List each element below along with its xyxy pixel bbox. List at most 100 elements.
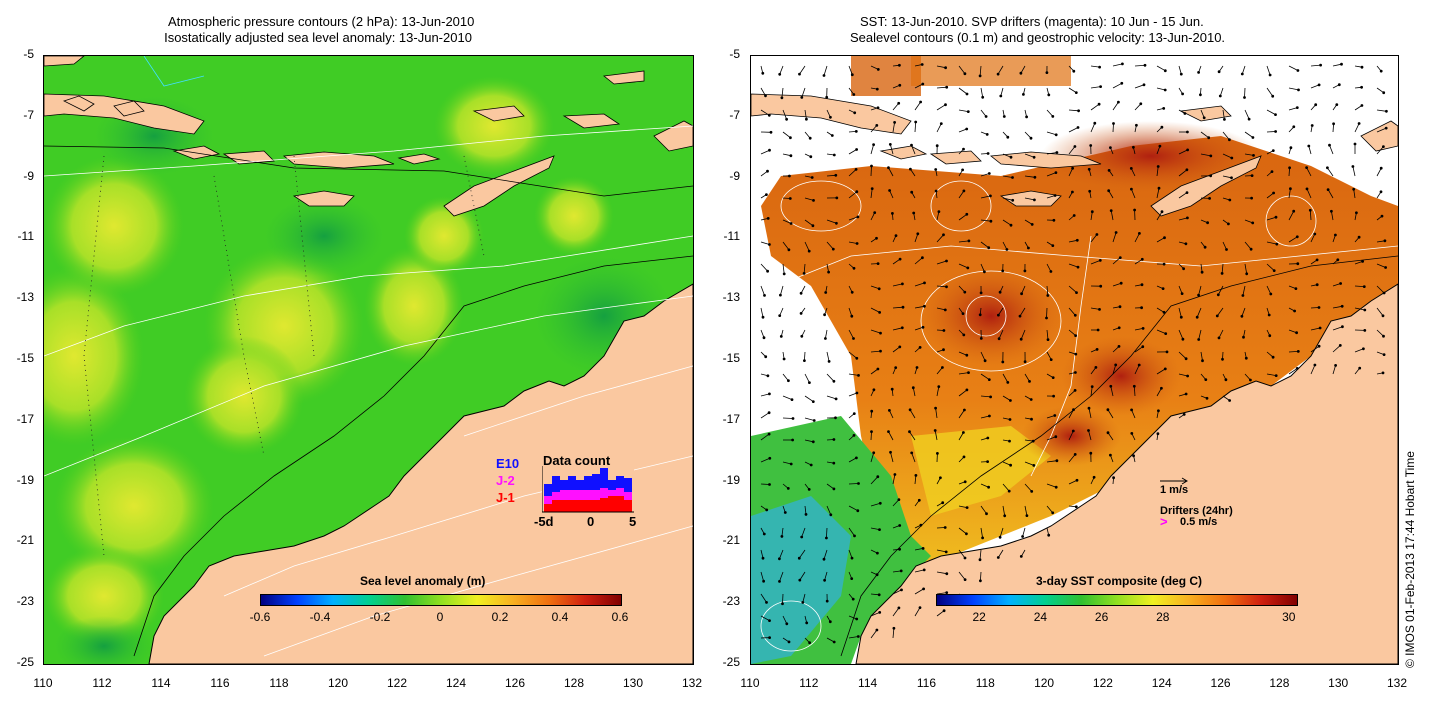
velocity-arrow-head (853, 111, 857, 115)
velocity-arrow-head (1382, 91, 1386, 95)
velocity-arrow-head (1162, 107, 1166, 110)
velocity-arrow-head (898, 524, 902, 527)
velocity-arrow (826, 174, 836, 177)
velocity-arrow (1024, 483, 1032, 492)
velocity-arrow-head (900, 326, 904, 330)
java-island (751, 93, 912, 135)
velocity-arrow-head (1205, 396, 1209, 400)
velocity-arrow-head (1360, 85, 1363, 89)
velocity-arrow-head (1308, 208, 1312, 212)
velocity-arrow-head (1089, 451, 1093, 455)
velocity-arrow (1156, 329, 1166, 334)
island (562, 113, 621, 129)
velocity-arrow-head (799, 311, 803, 315)
velocity-arrow (1112, 101, 1119, 111)
velocity-arrow (890, 452, 894, 463)
inset-title: Data count (543, 453, 611, 468)
velocity-arrow-head (1380, 214, 1384, 218)
velocity-arrow-head (897, 606, 901, 610)
velocity-arrow (892, 499, 900, 507)
velocity-arrow (1130, 168, 1136, 177)
velocity-arrow (760, 109, 770, 116)
velocity-arrow (911, 145, 916, 155)
sea-level-anomaly-map[interactable] (43, 55, 694, 665)
velocity-arrow (1110, 210, 1114, 221)
velocity-arrow-head (893, 121, 897, 124)
velocity-arrow-head (762, 579, 766, 583)
velocity-arrow-head (1073, 145, 1077, 148)
velocity-arrow-head (798, 578, 802, 582)
velocity-arrow (1266, 263, 1275, 271)
left-xtick: 116 (210, 676, 230, 690)
sst-map[interactable] (750, 55, 1399, 665)
velocity-arrow-head (1008, 399, 1012, 402)
velocity-arrow-head (887, 408, 891, 412)
velocity-arrow-head (966, 110, 970, 113)
velocity-arrow-head (1362, 347, 1365, 351)
velocity-arrow-head (876, 475, 880, 479)
velocity-arrow (1024, 175, 1035, 178)
velocity-arrow (1200, 153, 1211, 157)
velocity-arrow (804, 439, 814, 443)
velocity-arrow (936, 549, 947, 553)
left-ytick: -7 (23, 107, 34, 122)
velocity-arrow-head (873, 211, 877, 215)
velocity-arrow-head (1158, 144, 1162, 148)
velocity-arrow (1266, 87, 1274, 97)
sla-colorbar-title: Sea level anomaly (m) (360, 574, 486, 588)
velocity-arrow-head (1314, 103, 1318, 107)
velocity-arrow (1088, 408, 1092, 419)
velocity-arrow-head (855, 456, 858, 460)
velocity-arrow (804, 505, 807, 515)
velocity-arrow-head (834, 416, 837, 420)
velocity-arrow (782, 395, 793, 400)
velocity-arrow (1217, 285, 1224, 295)
velocity-arrow-head (1271, 355, 1275, 359)
bars-j1 (544, 496, 632, 512)
velocity-arrow-head (1032, 198, 1036, 202)
velocity-arrow (980, 415, 990, 419)
velocity-arrow-head (944, 103, 947, 107)
dotted-track (293, 155, 315, 357)
velocity-arrow (1196, 307, 1202, 318)
velocity-arrow-head (1313, 232, 1317, 236)
velocity-arrow-head (1087, 406, 1091, 410)
velocity-arrow-head (870, 409, 874, 413)
velocity-arrow (760, 615, 770, 621)
velocity-arrow-head (1087, 429, 1090, 432)
velocity-arrow (781, 87, 784, 98)
velocity-arrow-head (1137, 363, 1141, 367)
velocity-arrow-head (1072, 408, 1075, 412)
velocity-arrow (870, 431, 872, 441)
velocity-arrow-head (1383, 239, 1387, 243)
velocity-arrow-head (1008, 439, 1011, 443)
velocity-arrow-head (1054, 435, 1058, 439)
velocity-arrow-head (1030, 222, 1034, 226)
velocity-arrow (935, 408, 938, 419)
colorbar-tick: 0.6 (611, 610, 629, 624)
velocity-arrow-head (963, 72, 967, 76)
velocity-arrow (779, 65, 784, 75)
velocity-arrow-head (920, 63, 924, 66)
velocity-arrow-head (1228, 198, 1232, 202)
right-xtick: 132 (1386, 676, 1408, 690)
velocity-arrow (1134, 364, 1140, 375)
velocity-arrow (804, 109, 807, 120)
velocity-arrow (1131, 409, 1136, 419)
velocity-arrow-head (1310, 124, 1314, 127)
velocity-arrow (1110, 386, 1114, 397)
velocity-arrow-head (1267, 313, 1271, 317)
left-xtick: 120 (327, 676, 349, 690)
right-xtick: 116 (916, 676, 937, 690)
velocity-arrow (892, 103, 900, 111)
right-ytick: -9 (729, 168, 740, 183)
velocity-arrow-head (870, 430, 873, 434)
velocity-arrow-head (1230, 176, 1233, 180)
velocity-arrow-head (961, 431, 965, 434)
velocity-arrow (826, 241, 834, 250)
velocity-arrow (1156, 368, 1166, 375)
velocity-arrow-head (832, 153, 836, 157)
drifters-speed: 0.5 m/s (1180, 516, 1218, 528)
velocity-arrow-head (857, 373, 860, 377)
velocity-arrow-head (855, 356, 859, 360)
